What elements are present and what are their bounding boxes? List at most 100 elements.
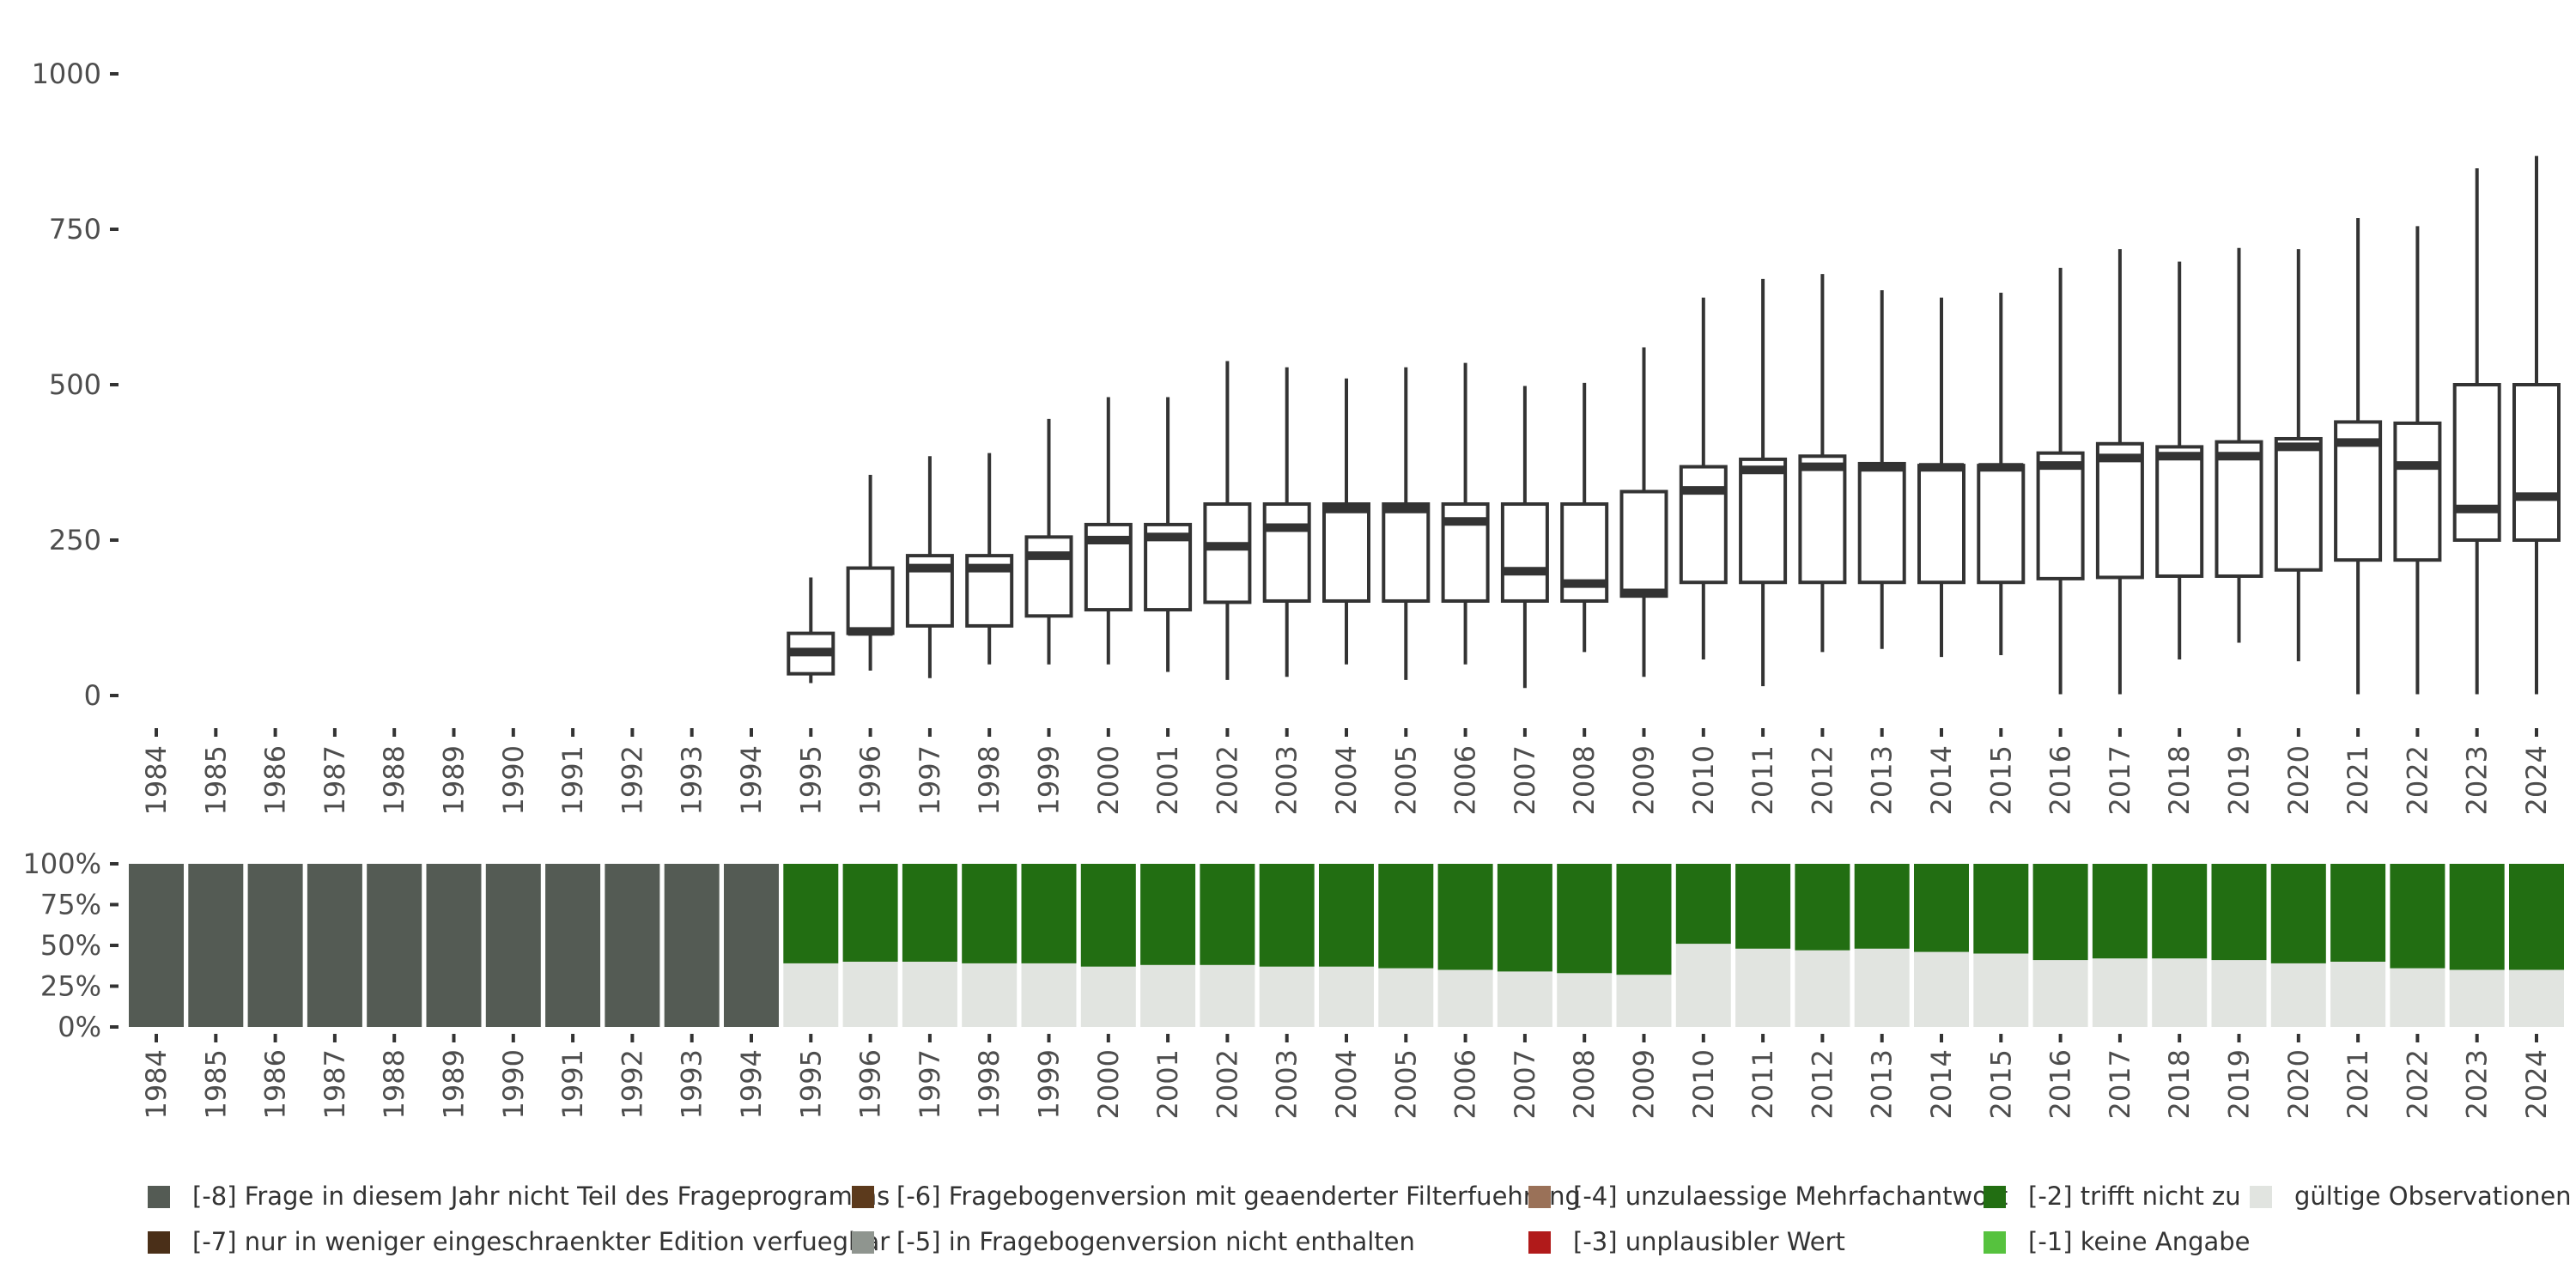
x-tick-label: 2010 (1687, 1049, 1720, 1119)
bar-segment-2006 (1437, 969, 1493, 1027)
bar-segment-2005 (1378, 864, 1434, 969)
bar-segment-1999 (1021, 864, 1077, 963)
x-tick-label: 1986 (259, 745, 292, 815)
box-2014 (1917, 297, 1965, 658)
legend-item: [-3] unplausibler Wert (1528, 1227, 1845, 1256)
box-iqr (1798, 454, 1847, 585)
x-tick-label: 1995 (794, 745, 827, 815)
x-tick-label: 1996 (854, 745, 887, 815)
bar-segment-2005 (1378, 968, 1434, 1027)
bar-segment-2019 (2211, 960, 2267, 1027)
legend-swatch (1984, 1186, 2006, 1208)
box-2015 (1977, 292, 2026, 655)
x-tick-label: 2020 (2282, 745, 2315, 815)
x-tick-label: 2024 (2520, 745, 2553, 815)
bar-segment-2012 (1795, 864, 1850, 951)
x-tick-label: 1997 (914, 1049, 946, 1119)
x-tick-label: 1998 (973, 745, 1005, 815)
bar-segment-1994 (724, 864, 779, 1027)
x-tick-label: 1985 (199, 745, 232, 815)
x-tick-label: 1987 (319, 1049, 351, 1119)
x-tick-label: 1994 (735, 745, 768, 815)
bar-segment-2015 (1973, 953, 2029, 1027)
x-tick-label: 2008 (1568, 745, 1601, 815)
x-tick-label: 2002 (1211, 745, 1243, 815)
box-iqr (1739, 457, 1788, 585)
x-tick-label: 1997 (914, 745, 946, 815)
legend: [-8] Frage in diesem Jahr nicht Teil des… (148, 1182, 2572, 1256)
bar-segment-1985 (188, 864, 244, 1027)
box-iqr (2274, 436, 2323, 572)
x-tick-label: 1994 (735, 1049, 768, 1119)
box-2002 (1203, 361, 1252, 680)
legend-item: [-7] nur in weniger eingeschraenkter Edi… (148, 1227, 890, 1256)
box-2006 (1441, 362, 1490, 665)
bar-segment-1998 (962, 864, 1018, 963)
x-tick-label: 1990 (497, 1049, 530, 1119)
x-tick-label: 2012 (1806, 1049, 1838, 1119)
bar-segment-1993 (664, 864, 720, 1027)
box-iqr (1977, 464, 2026, 585)
box-2022 (2393, 226, 2442, 695)
x-tick-label: 1984 (140, 745, 173, 815)
legend-label: [-3] unplausibler Wert (1573, 1227, 1845, 1256)
box-2007 (1500, 386, 1549, 689)
x-tick-label: 2001 (1151, 745, 1184, 815)
pct-tick-label: 75% (40, 889, 101, 921)
x-tick-label: 1988 (378, 745, 410, 815)
bar-segment-2018 (2152, 864, 2208, 959)
x-tick-label: 2017 (2104, 1049, 2136, 1119)
bar-segment-1996 (842, 962, 898, 1027)
bar-segment-1998 (962, 963, 1018, 1027)
bar-segment-2012 (1795, 950, 1850, 1027)
bar-segment-1995 (783, 864, 839, 963)
bar-segment-2010 (1675, 864, 1731, 945)
x-tick-label: 2005 (1389, 745, 1422, 815)
x-tick-label: 2022 (2401, 1049, 2433, 1119)
boxplot-panel: 0 250 500 750 1000 1984 1985 1986 1987 1988 1989 19… (32, 58, 2561, 815)
box-2005 (1382, 367, 1431, 680)
x-tick-label: 2001 (1151, 1049, 1184, 1119)
legend-swatch (1528, 1231, 1551, 1254)
bar-segment-2003 (1259, 864, 1315, 967)
bar-segment-2009 (1616, 864, 1672, 975)
x-tick-label: 1986 (259, 1049, 292, 1119)
x-tick-label: 1989 (438, 1049, 471, 1119)
legend-item: [-8] Frage in diesem Jahr nicht Teil des… (148, 1182, 890, 1211)
bar-segment-2020 (2270, 864, 2326, 963)
stacked-bar-panel: 0% 25% 50% 75% 100% 1984 1985 1986 1987 1988 1989 1… (23, 848, 2564, 1119)
legend-label: [-6] Fragebogenversion mit geaenderter F… (896, 1182, 1581, 1211)
bar-segment-2007 (1497, 864, 1552, 972)
bar-segment-2015 (1973, 864, 2029, 954)
box-2000 (1084, 397, 1133, 665)
legend-label: gültige Observationen (2294, 1182, 2572, 1211)
x-tick-label: 2016 (2044, 1049, 2077, 1119)
x-tick-label: 2014 (1925, 745, 1958, 815)
x-tick-label: 2023 (2461, 1049, 2494, 1119)
legend-item: [-2] trifft nicht zu (1984, 1182, 2241, 1211)
box-2001 (1144, 397, 1193, 672)
bar-segment-2018 (2152, 958, 2208, 1027)
bar-segment-1995 (783, 963, 839, 1027)
bar-segment-1990 (485, 864, 541, 1027)
bar-segment-2004 (1319, 966, 1374, 1027)
legend-label: [-4] unzulaessige Mehrfachantwort (1573, 1182, 2008, 1211)
x-tick-label: 2003 (1271, 1049, 1303, 1119)
box-iqr (2036, 451, 2085, 580)
box-iqr (2393, 421, 2442, 562)
bar-segment-2010 (1675, 944, 1731, 1027)
bar-segment-2023 (2449, 864, 2505, 970)
bar-segment-2024 (2509, 969, 2564, 1027)
box-2016 (2036, 267, 2085, 695)
y-tick-label: 0 (84, 679, 101, 712)
x-tick-label: 2011 (1747, 745, 1779, 815)
box-1999 (1024, 418, 1073, 665)
x-tick-label: 2017 (2104, 745, 2136, 815)
bar-segment-2013 (1854, 864, 1910, 949)
box-2004 (1322, 378, 1370, 665)
x-tick-label: 2013 (1866, 745, 1899, 815)
x-tick-label: 2014 (1925, 1049, 1958, 1119)
x-tick-label: 2016 (2044, 745, 2077, 815)
x-tick-label: 2003 (1271, 745, 1303, 815)
bar-segment-2006 (1437, 864, 1493, 970)
